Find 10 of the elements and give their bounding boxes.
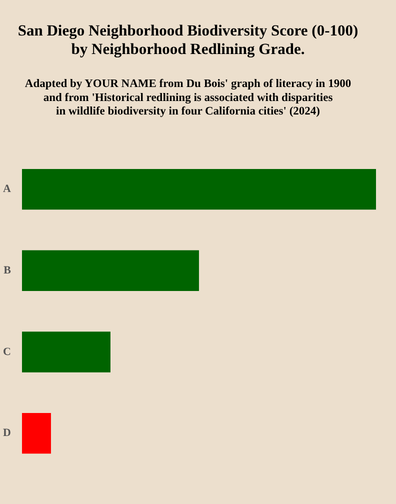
chart-subtitle: Adapted by YOUR NAME from Du Bois' graph of literacy in 1900 and from 'Historical redlining is associated with disparities in wildlife biodiversity in four California cities' (2024)	[24, 78, 352, 118]
bar	[22, 412, 51, 454]
y-tick-label: B	[4, 264, 12, 276]
bar	[22, 168, 376, 210]
chart-title: San Diego Neighborhood Biodiversity Score (0-100) by Neighborhood Redlining Grade.	[18, 22, 358, 58]
bar	[22, 250, 199, 291]
y-tick-label: C	[2, 346, 11, 358]
bar	[22, 332, 110, 372]
y-tick-label: D	[2, 427, 11, 440]
y-tick-label: A	[2, 183, 11, 196]
